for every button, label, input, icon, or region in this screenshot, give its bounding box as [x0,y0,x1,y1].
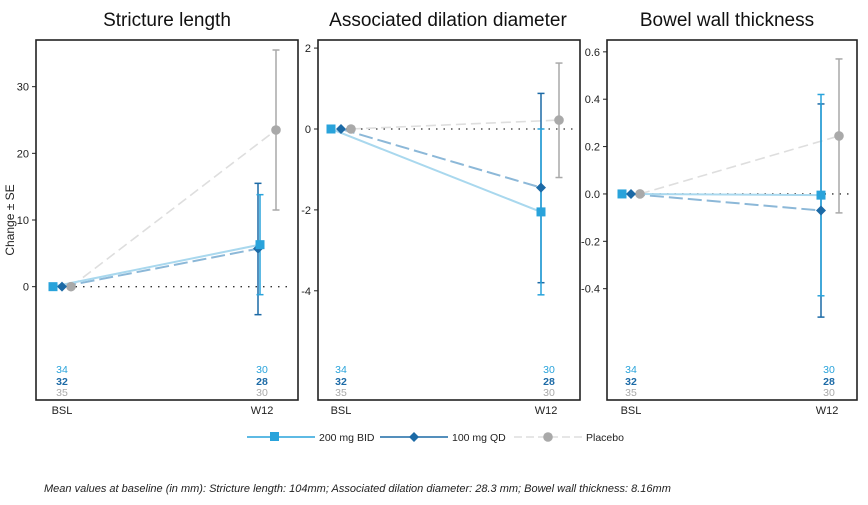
n-count-100mg-qd: 32 [56,376,68,388]
x-tick-bsl: BSL [621,405,642,417]
y-tick-label: -0.2 [581,236,600,248]
legend-circle-marker [543,432,553,442]
series-line-100mg-qd [61,247,259,288]
y-tick-label: -2 [301,205,311,217]
y-tick-label: 0 [23,282,29,294]
n-count-200mg-bid: 30 [823,364,835,376]
data-point-200mg-bid-bsl [48,282,58,292]
legend-label: 100 mg QD [452,432,506,444]
panel-frame-stricture-length [35,39,299,401]
data-point-200mg-bid-w12 [816,190,826,200]
n-count-200mg-bid: 30 [543,364,555,376]
n-count-placebo: 35 [625,387,637,399]
legend-diamond-marker [409,432,419,442]
y-tick-label: 0.0 [585,189,600,201]
series-line-placebo [70,129,277,288]
data-point-placebo-w12 [271,125,281,135]
y-tick-label: 0.2 [585,142,600,154]
y-tick-label: 0.4 [585,94,600,106]
data-point-placebo-bsl [635,189,645,199]
series-line-200mg-bid [52,243,261,288]
panel-title-dilation-diameter: Associated dilation diameter [329,10,567,31]
y-tick-label: 2 [305,43,311,55]
series-line-200mg-bid [621,192,822,197]
legend-item-100mg-qd: 100 mg QD [380,432,506,444]
legend: 200 mg BID 100 mg QD Placebo [247,432,624,444]
series-line-200mg-bid [330,128,542,213]
footnote: Mean values at baseline (in mm): Strictu… [44,483,671,495]
data-point-100mg-qd-bsl [57,281,67,292]
series-line-100mg-qd [340,128,542,189]
series-line-placebo [350,119,560,130]
legend-label: Placebo [586,432,624,444]
y-tick-label: -4 [301,286,311,298]
legend-item-placebo: Placebo [514,432,624,444]
y-tick-label: 0 [305,124,311,136]
x-tick-bsl: BSL [331,405,352,417]
legend-item-200mg-bid: 200 mg BID [247,432,375,444]
y-tick-label: 0.6 [585,47,600,59]
n-count-placebo: 30 [543,387,555,399]
series-line-100mg-qd [630,192,822,212]
y-axis-label: Change ± SE [3,184,17,255]
data-point-200mg-bid-w12 [536,207,546,217]
data-point-placebo-w12 [834,131,844,141]
n-count-200mg-bid: 34 [56,364,68,376]
x-tick-bsl: BSL [52,405,73,417]
panel-title-bowel-wall-thickness: Bowel wall thickness [640,10,814,31]
n-count-100mg-qd: 32 [335,376,347,388]
y-tick-label: 30 [17,82,29,94]
n-count-100mg-qd: 28 [823,376,835,388]
legend-label: 200 mg BID [319,432,375,444]
n-count-100mg-qd: 28 [256,376,268,388]
n-count-placebo: 30 [256,387,268,399]
y-tick-label: 10 [17,215,29,227]
n-count-200mg-bid: 34 [625,364,637,376]
n-count-placebo: 35 [56,387,68,399]
data-point-200mg-bid-bsl [617,189,627,199]
series-line-placebo [639,135,840,195]
n-count-placebo: 35 [335,387,347,399]
y-tick-label: -0.4 [581,284,600,296]
data-point-100mg-qd-bsl [336,123,346,134]
legend-square-marker [270,432,279,441]
data-point-placebo-bsl [66,281,76,292]
data-point-200mg-bid-w12 [255,240,265,250]
x-tick-w12: W12 [251,405,274,417]
x-tick-w12: W12 [535,405,558,417]
n-count-100mg-qd: 28 [543,376,555,388]
data-point-placebo-bsl [346,124,356,134]
panel-frame-dilation-diameter [317,39,581,401]
data-point-100mg-qd-w12 [816,205,826,216]
panel-title-stricture-length: Stricture length [103,10,231,31]
x-tick-w12: W12 [816,405,839,417]
data-point-100mg-qd-w12 [536,182,546,193]
n-count-100mg-qd: 32 [625,376,637,388]
n-count-200mg-bid: 34 [335,364,347,376]
panel-frame-bowel-wall-thickness [606,39,858,401]
panel-bowel-wall-thickness: Bowel wall thickness -0.4 -0.2 0.0 0.2 0.4 0.… [581,10,858,417]
n-count-200mg-bid: 30 [256,364,268,376]
y-tick-label: 20 [17,148,29,160]
n-count-placebo: 30 [823,387,835,399]
data-point-200mg-bid-bsl [326,124,336,134]
data-point-100mg-qd-bsl [626,188,636,199]
panel-dilation-diameter: Associated dilation diameter -4 -2 0 2 34 30… [301,10,581,417]
data-point-placebo-w12 [554,115,564,125]
